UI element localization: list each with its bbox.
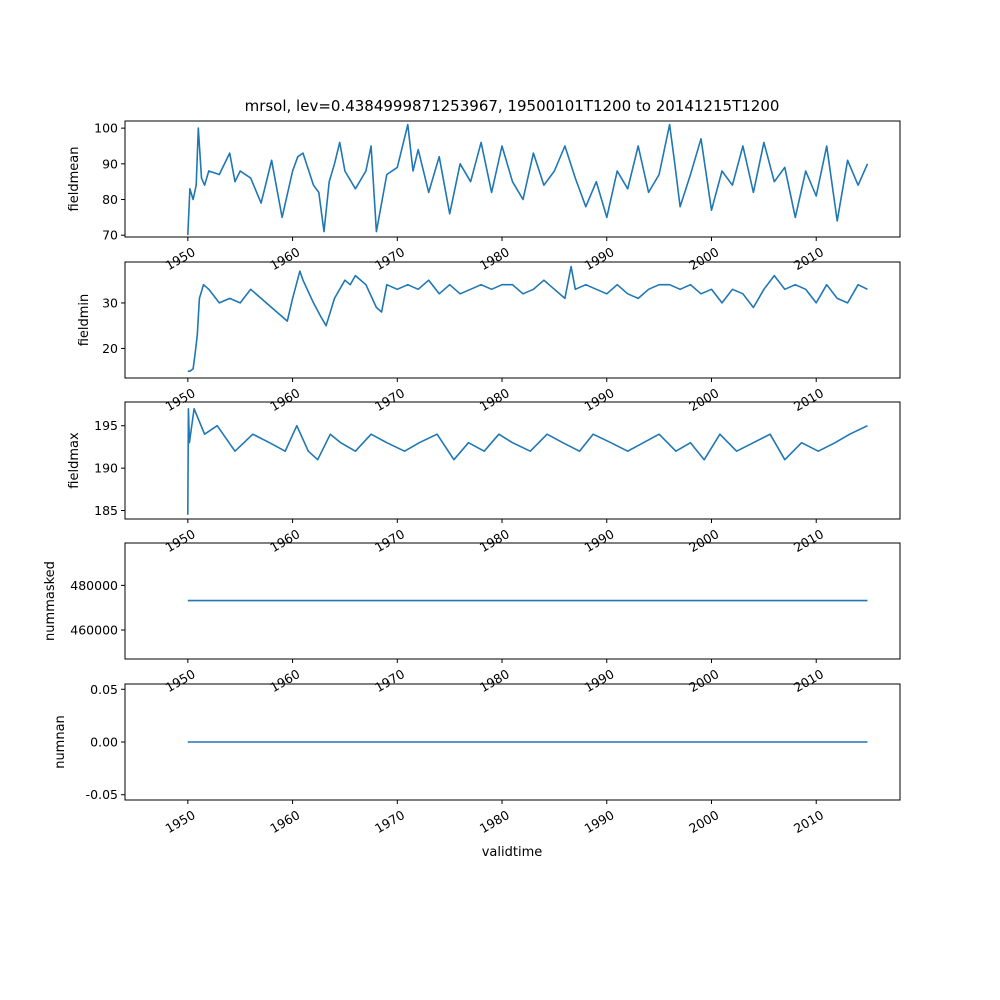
panel-numnan-xtick-label-1: 1960	[267, 807, 302, 836]
panel-fieldmean-series-line	[187, 123, 869, 236]
panel-nummasked-xtick-label-1: 1960	[267, 666, 302, 695]
panel-fieldmin-xtick-label-0: 1950	[163, 385, 198, 414]
panel-numnan-xtick-label-0: 1950	[163, 807, 198, 836]
panel-fieldmax-frame	[124, 401, 901, 520]
panel-nummasked-frame	[124, 542, 901, 660]
panel-numnan-ylabel: numnan	[53, 715, 68, 769]
panel-fieldmin-xtick-label-5: 2000	[686, 385, 721, 414]
panel-fieldmean-frame	[124, 120, 901, 238]
panel-fieldmean-xtick-label-6: 2010	[791, 244, 826, 273]
panel-fieldmean-ylabel: fieldmean	[67, 147, 82, 212]
panel-fieldmin-ytick-label-0: 20	[102, 341, 118, 356]
panel-numnan-xtick-label-4: 1990	[582, 807, 617, 836]
panel-fieldmax-xtick-label-2: 1970	[372, 526, 407, 555]
panel-nummasked-xtick-label-6: 2010	[791, 666, 826, 695]
panel-fieldmin-frame	[124, 261, 901, 379]
chart-title: mrsol, lev=0.4384999871253967, 19500101T…	[245, 97, 780, 115]
panel-numnan-ytick-label-1: 0.00	[90, 735, 118, 750]
panel-fieldmean-ytick-label-0: 70	[102, 228, 118, 243]
panel-nummasked-ylabel: nummasked	[43, 561, 58, 641]
panel-fieldmax-series-line	[187, 407, 868, 515]
panel-fieldmax-ytick-label-0: 185	[94, 503, 118, 518]
panel-numnan-xtick-label-5: 2000	[686, 807, 721, 836]
panel-fieldmean-xtick-label-4: 1990	[582, 244, 617, 273]
panel-numnan-ytick-label-2: 0.05	[90, 682, 118, 697]
panel-nummasked-ytick-label-1: 480000	[70, 578, 118, 593]
panel-nummasked-ytick-label-0: 460000	[70, 623, 118, 638]
panel-nummasked-xtick-label-2: 1970	[372, 666, 407, 695]
panel-fieldmax-ytick-label-1: 190	[94, 461, 118, 476]
panel-fieldmax-xtick-label-1: 1960	[267, 526, 302, 555]
panel-fieldmin-xtick-label-4: 1990	[582, 385, 617, 414]
panel-nummasked-xtick-label-0: 1950	[163, 666, 198, 695]
panel-fieldmean-ytick-label-2: 90	[102, 156, 118, 171]
panel-fieldmin-ytick-label-1: 30	[102, 295, 118, 310]
panel-numnan-ytick-label-0: -0.05	[86, 787, 118, 802]
panel-numnan-xtick-label-3: 1980	[477, 807, 512, 836]
panel-fieldmin-series-line	[187, 265, 868, 373]
panel-numnan-xtick-label-2: 1970	[372, 807, 407, 836]
panel-fieldmean-xtick-label-1: 1960	[267, 244, 302, 273]
panel-fieldmin-xtick-label-3: 1980	[477, 385, 512, 414]
panel-fieldmin-xtick-label-2: 1970	[372, 385, 407, 414]
panel-fieldmax-xtick-label-6: 2010	[791, 526, 826, 555]
panel-fieldmin-xtick-label-1: 1960	[267, 385, 302, 414]
panel-fieldmean-ytick-label-1: 80	[102, 192, 118, 207]
panel-fieldmax-xtick-label-4: 1990	[582, 526, 617, 555]
panel-fieldmean-xtick-label-3: 1980	[477, 244, 512, 273]
panel-numnan-xtick-label-6: 2010	[791, 807, 826, 836]
panel-fieldmax-ylabel: fieldmax	[67, 432, 82, 489]
panel-nummasked-xtick-label-5: 2000	[686, 666, 721, 695]
panel-fieldmin-ylabel: fieldmin	[77, 294, 92, 347]
panel-fieldmax-ytick-label-2: 195	[94, 418, 118, 433]
panel-fieldmean-xtick-label-2: 1970	[372, 244, 407, 273]
panel-fieldmax-xtick-label-5: 2000	[686, 526, 721, 555]
x-axis-label: validtime	[482, 845, 543, 860]
panel-fieldmax-xtick-label-0: 1950	[163, 526, 198, 555]
panel-nummasked-xtick-label-4: 1990	[582, 666, 617, 695]
panel-fieldmean-ytick-label-3: 100	[94, 121, 118, 136]
panel-fieldmean-xtick-label-0: 1950	[163, 244, 198, 273]
panel-fieldmean-xtick-label-5: 2000	[686, 244, 721, 273]
panel-fieldmax-xtick-label-3: 1980	[477, 526, 512, 555]
panel-nummasked-xtick-label-3: 1980	[477, 666, 512, 695]
panel-fieldmin-xtick-label-6: 2010	[791, 385, 826, 414]
